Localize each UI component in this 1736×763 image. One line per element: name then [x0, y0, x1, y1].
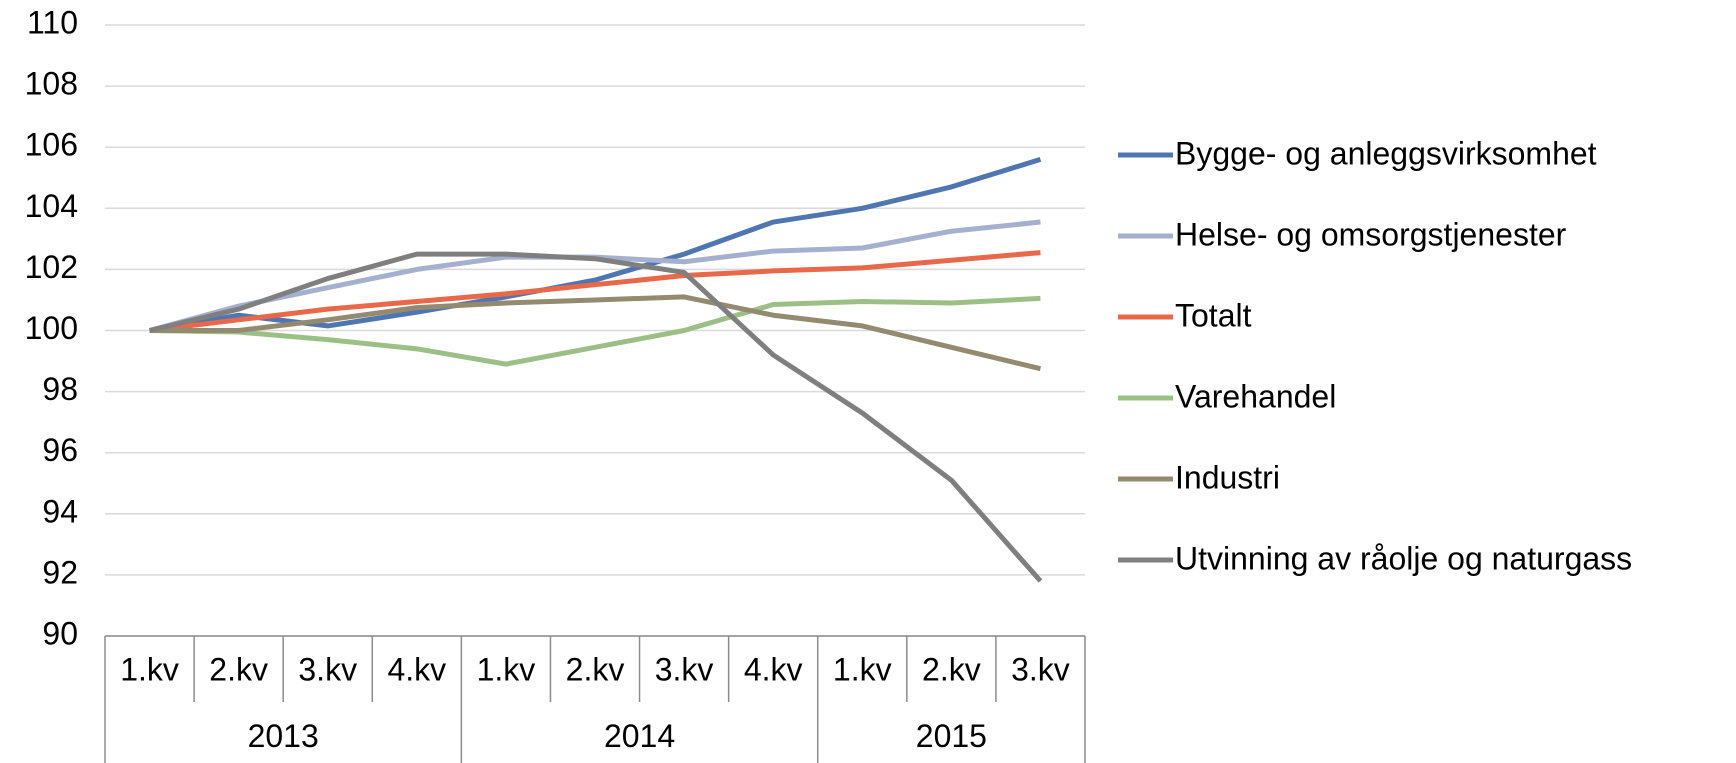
y-tick-label: 102 — [25, 249, 78, 285]
x-tick-label: 3.kv — [1011, 651, 1070, 687]
legend-label: Utvinning av råolje og naturgass — [1175, 540, 1632, 576]
x-tick-label: 3.kv — [298, 651, 357, 687]
x-tick-label: 3.kv — [655, 651, 714, 687]
series-line — [149, 294, 1042, 372]
y-tick-label: 92 — [42, 554, 78, 590]
x-tick-label: 2.kv — [566, 651, 625, 687]
x-tick-label: 4.kv — [387, 651, 446, 687]
y-tick-label: 98 — [42, 371, 78, 407]
legend-label: Helse- og omsorgstjenester — [1175, 216, 1567, 252]
legend-label: Bygge- og anleggsvirksomhet — [1175, 135, 1597, 171]
group-label: 2015 — [916, 718, 987, 754]
x-tick-label: 1.kv — [833, 651, 892, 687]
series-line — [149, 157, 1042, 333]
y-tick-label: 106 — [25, 127, 78, 163]
x-tick-label: 4.kv — [744, 651, 803, 687]
legend-label: Totalt — [1175, 297, 1252, 333]
y-tick-label: 90 — [42, 615, 78, 651]
y-tick-label: 104 — [25, 188, 78, 224]
series-line — [148, 251, 1043, 583]
legend-label: Industri — [1175, 459, 1280, 495]
y-tick-label: 108 — [25, 66, 78, 102]
x-tick-label: 2.kv — [209, 651, 268, 687]
y-tick-label: 110 — [27, 4, 78, 40]
legend-label: Varehandel — [1175, 378, 1336, 414]
series-line — [149, 295, 1041, 367]
group-label: 2013 — [248, 718, 319, 754]
x-tick-label: 1.kv — [477, 651, 536, 687]
y-tick-label: 100 — [25, 310, 78, 346]
x-tick-label: 2.kv — [922, 651, 981, 687]
x-tick-label: 1.kv — [120, 651, 179, 687]
series-line — [149, 250, 1041, 333]
group-label: 2014 — [604, 718, 675, 754]
y-tick-label: 94 — [42, 493, 78, 529]
y-tick-label: 96 — [42, 432, 78, 468]
